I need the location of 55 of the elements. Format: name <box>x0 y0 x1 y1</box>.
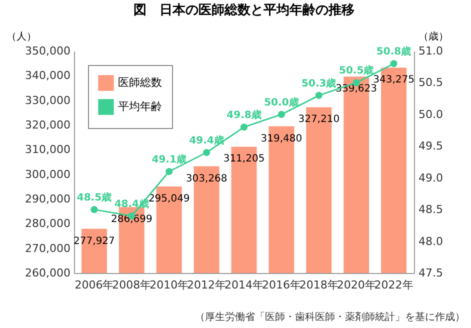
y2-tick-label: 47.5 <box>418 266 443 280</box>
x-tick-label: 2008年 <box>112 278 152 292</box>
y-tick-label: 280,000 <box>25 217 70 230</box>
x-tick-label: 2012年 <box>187 278 226 292</box>
data-label: 295,049 <box>148 194 190 205</box>
y2-tick-label: 50.5 <box>418 76 443 90</box>
y-tick-label: 300,000 <box>25 168 70 181</box>
x-tick-label: 2006年 <box>74 278 114 292</box>
y2-tick-label: 48.5 <box>418 203 443 216</box>
legend-label: 医師総数 <box>118 76 162 89</box>
y-tick-label: 290,000 <box>25 192 70 206</box>
y-tick-label: 320,000 <box>25 118 70 132</box>
data-label: 49.1歳 <box>152 154 186 166</box>
x-tick-label: 2014年 <box>224 278 264 292</box>
y2-tick-label: 48.0 <box>418 234 443 248</box>
data-label: 50.0歳 <box>264 96 299 108</box>
data-label: 50.3歳 <box>302 77 336 90</box>
data-label: 50.5歳 <box>338 64 374 77</box>
x-tick-label: 2016年 <box>262 278 301 292</box>
data-label: 339,623 <box>336 84 378 95</box>
x-tick-label: 2010年 <box>150 278 189 292</box>
point <box>315 92 322 99</box>
y2-tick-label: 49.0 <box>418 171 443 184</box>
y-tick-label: 260,000 <box>25 266 70 280</box>
point <box>166 168 173 176</box>
data-label: 48.5歳 <box>76 192 112 204</box>
x-tick-label: 2018年 <box>299 278 338 292</box>
point <box>390 60 398 68</box>
data-label: 303,268 <box>186 173 228 184</box>
data-label: 50.8歳 <box>376 46 412 58</box>
y2-tick-label: 49.5 <box>418 140 443 153</box>
x-tick-label: 2022年 <box>374 278 414 292</box>
data-label: 277,927 <box>74 236 115 247</box>
chart-title: 図 日本の医師総数と平均年齢の推移 <box>134 3 354 18</box>
y-axis-title: （人） <box>6 32 36 42</box>
data-label: 327,210 <box>298 114 340 126</box>
point <box>278 110 285 118</box>
y-tick-label: 340,000 <box>25 69 70 82</box>
x-tick-label: 2020年 <box>336 278 376 292</box>
point <box>240 124 248 131</box>
data-label: 311,205 <box>223 154 265 165</box>
point <box>203 148 210 156</box>
data-label: 286,699 <box>110 214 152 226</box>
data-label: 319,480 <box>260 133 302 144</box>
y-tick-label: 310,000 <box>25 143 70 156</box>
y-tick-label: 330,000 <box>25 94 70 107</box>
y-tick-label: 350,000 <box>25 44 70 58</box>
data-label: 49.8歳 <box>226 109 262 122</box>
y2-axis-title: （歳） <box>418 30 448 42</box>
y2-tick-label: 51.0 <box>418 44 443 58</box>
legend-label: 平均年齢 <box>118 100 162 113</box>
y-tick-label: 270,000 <box>25 242 70 255</box>
text: （厚生労働省「医師・歯科医師・薬剤師統計」を基に作成） <box>195 310 465 324</box>
point <box>90 206 98 214</box>
y2-tick-label: 50.0 <box>418 108 443 121</box>
